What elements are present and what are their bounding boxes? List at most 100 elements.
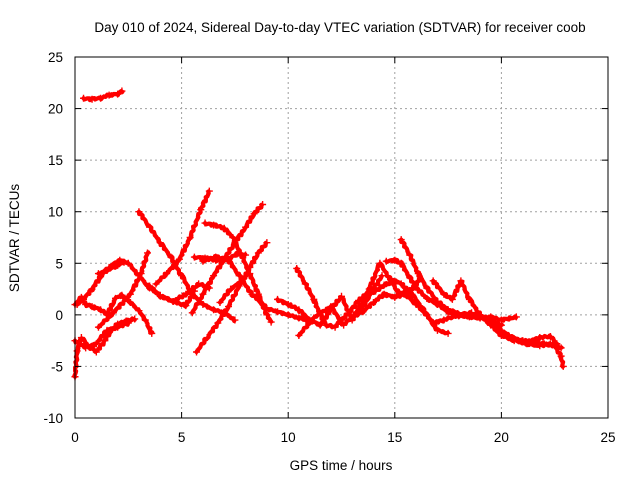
data-point [504,331,512,339]
y-tick-label: 0 [55,308,63,323]
data-point [126,290,134,298]
y-tick-label: 15 [48,153,63,168]
data-point [182,290,190,298]
data-point [401,290,409,298]
data-point [199,301,207,309]
data-point [493,325,501,333]
data-point [97,306,105,314]
data-point [444,329,452,337]
data-point [284,311,292,319]
data-point [199,257,207,265]
data-point [135,307,143,315]
data-point [397,259,405,267]
data-point [124,259,132,267]
data-point [250,210,258,218]
data-point [205,187,213,195]
data-point [546,333,554,341]
data-point [143,249,151,257]
series-t25 [482,316,561,348]
data-point [199,290,207,298]
data-point [178,272,186,280]
plot-frame [74,56,609,419]
data-point [169,297,177,305]
data-point [182,302,190,310]
data-point [406,251,414,259]
data-point [391,293,399,301]
data-point [242,223,250,231]
data-point [227,285,235,293]
series-t16 [216,270,252,306]
data-point [274,295,282,303]
data-point [112,294,120,302]
data-point [497,316,505,324]
data-point [80,94,88,102]
data-point [80,295,88,303]
series-t3 [71,319,132,352]
data-point [105,91,113,99]
data-point [440,290,448,298]
data-point [482,316,490,324]
data-point [229,234,237,241]
y-tick-label: -5 [51,359,63,374]
data-point [88,303,96,311]
x-axis-label: GPS time / hours [290,458,393,473]
data-point [237,251,245,259]
data-point [423,284,431,292]
x-tick-label: 25 [600,430,615,445]
data-point [216,298,224,306]
data-point [414,270,422,278]
data-point [214,319,222,327]
data-point [267,318,275,326]
data-point [231,316,239,324]
data-point [220,255,228,263]
data-point [301,280,309,288]
data-point [141,316,149,324]
data-point [188,309,196,317]
data-point [237,278,245,286]
data-point [338,292,345,300]
trace-line [194,240,269,355]
data-point [348,313,356,321]
data-point [195,280,203,288]
data-point [146,282,154,290]
trace-line [275,274,384,328]
data-point [124,319,132,327]
data-point [175,255,183,263]
data-point [387,275,395,283]
axis-ticks: 0 5 10 15 20 25 -10 -5 0 5 10 15 20 25 [43,50,615,445]
data-point [406,274,414,282]
data-point [310,295,318,303]
data-point [259,200,267,208]
data-point [126,298,134,306]
data-point [92,348,100,356]
y-tick-label: 20 [48,102,63,117]
data-point [274,308,282,316]
data-point [295,306,303,314]
data-point [131,315,139,323]
data-point [135,208,143,216]
data-point [148,329,156,337]
data-point [468,309,476,317]
y-axis-label: SDTVAR / TECUs [7,184,22,293]
data-point [92,340,100,348]
data-point [167,253,175,261]
data-point [101,337,109,345]
data-point [429,319,437,327]
data-point [263,239,271,247]
data-point [310,314,318,322]
data-point [465,295,473,303]
data-point [210,272,218,280]
data-point [536,334,544,342]
y-tick-label: 5 [55,256,63,271]
data-point [220,224,228,232]
data-point [391,256,399,264]
data-point [419,305,427,313]
data-point [433,326,441,334]
data-point [193,348,201,356]
data-point [455,311,463,319]
data-point [382,257,390,265]
data-point [103,267,111,275]
data-point [190,253,198,261]
